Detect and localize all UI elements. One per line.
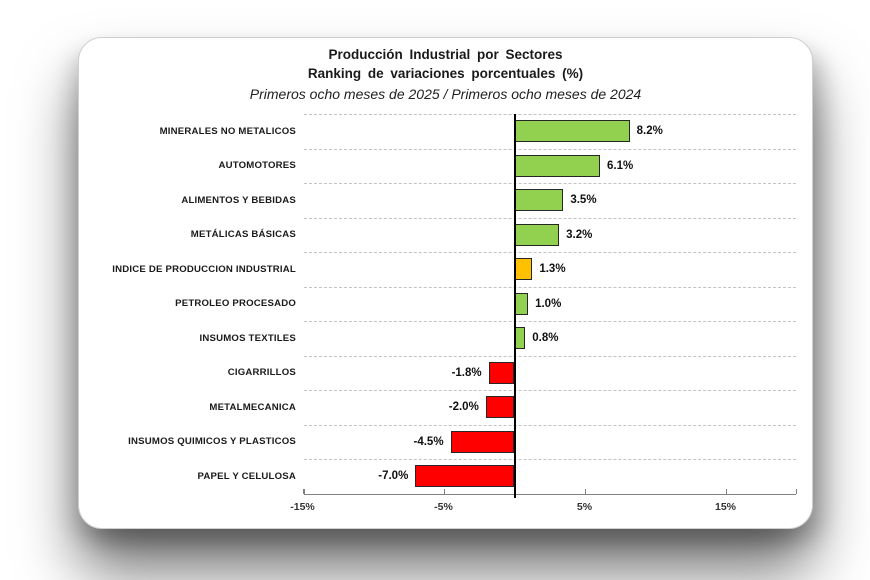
bar (488, 361, 514, 384)
x-axis-tick (443, 488, 445, 494)
value-label: 8.2% (636, 125, 663, 138)
category-label: INSUMOS TEXTILES (199, 332, 296, 344)
x-axis-line (304, 493, 796, 495)
value-label: 0.8% (532, 332, 559, 345)
zero-axis-line (514, 114, 516, 498)
chart-title-line2: Ranking de variaciones porcentuales (%) (307, 66, 584, 81)
x-axis-tick (725, 488, 727, 494)
category-label: PETROLEO PROCESADO (175, 298, 296, 310)
chart-title-line1: Producción Industrial por Sectores (328, 47, 563, 62)
bar (415, 465, 514, 488)
category-label: METÁLICAS BÁSICAS (190, 229, 296, 241)
gridline (304, 183, 796, 184)
category-label: ALIMENTOS Y BEBIDAS (181, 194, 296, 206)
x-axis-tick (302, 488, 304, 494)
bar (514, 258, 533, 281)
gridline (304, 148, 796, 150)
category-label: AUTOMOTORES (218, 160, 296, 172)
gridline (304, 252, 796, 253)
value-label: 1.3% (539, 263, 566, 276)
chart-header: Producción Industrial por Sectores Ranki… (79, 45, 812, 105)
value-label: 1.0% (535, 297, 562, 310)
bar (514, 154, 600, 177)
x-axis-end-tick (796, 488, 797, 494)
x-axis-tick-label: 15% (714, 500, 736, 513)
value-label: -4.5% (413, 435, 444, 448)
gridline (304, 355, 796, 357)
gridline (304, 217, 796, 219)
x-axis-tick (584, 488, 586, 494)
x-axis-tick-label: -5% (434, 500, 453, 513)
category-label: PAPEL Y CELULOSA (197, 470, 296, 482)
gridline (304, 424, 796, 426)
chart-subtitle: Primeros ocho meses de 2025 / Primeros o… (249, 86, 642, 102)
bar (514, 292, 529, 315)
category-label: CIGARRILLOS (227, 367, 296, 379)
gridline (304, 321, 796, 322)
category-label: INSUMOS QUIMICOS Y PLASTICOS (128, 436, 296, 448)
bar (514, 120, 630, 143)
value-label: -1.8% (451, 366, 482, 379)
gridline (304, 114, 796, 115)
bar (514, 223, 560, 246)
x-axis-tick-label: 5% (576, 500, 593, 513)
value-label: 3.5% (570, 194, 597, 207)
category-label: INDICE DE PRODUCCION INDUSTRIAL (112, 263, 296, 275)
bar-chart: MINERALES NO METALICOS 8.2% AUTOMOTORES 6.1… (79, 38, 812, 528)
gridline (304, 459, 796, 460)
bar (514, 189, 564, 212)
x-axis-end-tick (304, 488, 305, 494)
bar (450, 430, 514, 453)
value-label: -7.0% (378, 470, 409, 483)
gridline (304, 286, 796, 288)
value-label: 6.1% (607, 159, 634, 172)
chart-card: Producción Industrial por Sectores Ranki… (78, 37, 813, 529)
bar (485, 396, 514, 419)
value-label: -2.0% (448, 401, 479, 414)
gridline (304, 390, 796, 391)
x-axis-tick-label: -15% (290, 500, 315, 513)
category-label: METALMECANICA (209, 401, 296, 413)
category-label: MINERALES NO METALICOS (159, 125, 296, 137)
value-label: 3.2% (566, 228, 593, 241)
